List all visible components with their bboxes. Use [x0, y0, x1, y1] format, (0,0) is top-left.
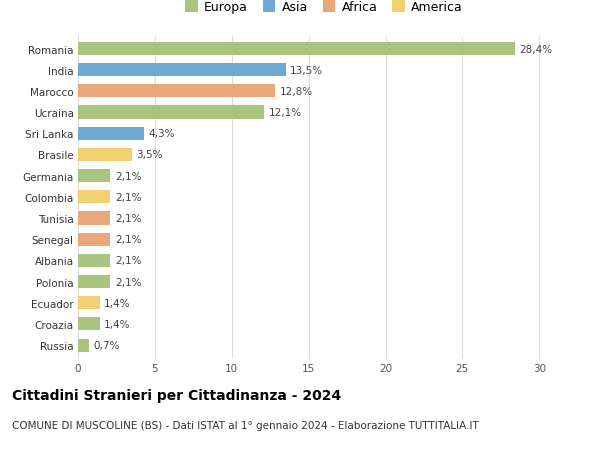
Bar [78, 106, 264, 119]
Bar [78, 297, 100, 310]
Text: 2,1%: 2,1% [115, 256, 142, 266]
Bar [78, 149, 132, 162]
Bar [78, 43, 515, 56]
Text: 1,4%: 1,4% [104, 319, 131, 329]
Bar [78, 339, 89, 352]
Text: 2,1%: 2,1% [115, 277, 142, 287]
Text: 2,1%: 2,1% [115, 213, 142, 224]
Bar [78, 64, 286, 77]
Text: 12,8%: 12,8% [280, 87, 313, 97]
Text: 12,1%: 12,1% [269, 108, 302, 118]
Legend: Europa, Asia, Africa, America: Europa, Asia, Africa, America [185, 1, 463, 14]
Text: 2,1%: 2,1% [115, 192, 142, 202]
Text: 1,4%: 1,4% [104, 298, 131, 308]
Bar [78, 233, 110, 246]
Text: 13,5%: 13,5% [290, 66, 323, 76]
Text: Cittadini Stranieri per Cittadinanza - 2024: Cittadini Stranieri per Cittadinanza - 2… [12, 388, 341, 402]
Text: 3,5%: 3,5% [136, 150, 163, 160]
Bar [78, 212, 110, 225]
Bar [78, 128, 144, 140]
Text: 0,7%: 0,7% [94, 340, 120, 350]
Bar [78, 318, 100, 331]
Text: COMUNE DI MUSCOLINE (BS) - Dati ISTAT al 1° gennaio 2024 - Elaborazione TUTTITAL: COMUNE DI MUSCOLINE (BS) - Dati ISTAT al… [12, 420, 479, 430]
Bar [78, 85, 275, 98]
Bar [78, 191, 110, 204]
Text: 2,1%: 2,1% [115, 171, 142, 181]
Text: 4,3%: 4,3% [149, 129, 175, 139]
Bar [78, 170, 110, 183]
Bar [78, 254, 110, 267]
Text: 28,4%: 28,4% [519, 45, 553, 55]
Text: 2,1%: 2,1% [115, 235, 142, 245]
Bar [78, 275, 110, 288]
